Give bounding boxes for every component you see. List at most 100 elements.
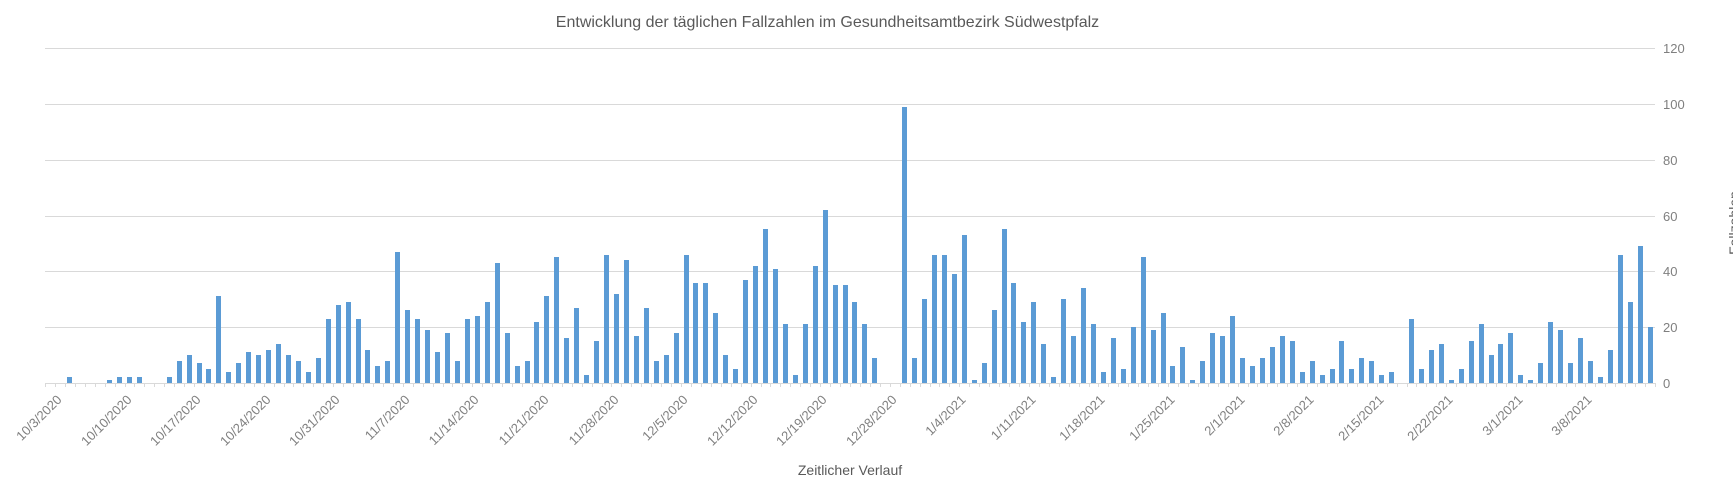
- bar: [1130, 327, 1136, 383]
- bar: [256, 355, 262, 383]
- bar: [1259, 357, 1265, 383]
- x-tick-mark: [1078, 383, 1080, 387]
- x-tick-mark: [661, 383, 663, 387]
- bar: [266, 349, 272, 383]
- x-tick-label: 11/7/2020: [361, 392, 413, 443]
- x-tick-mark: [1317, 383, 1319, 387]
- x-tick-mark: [303, 383, 305, 387]
- bar: [1508, 332, 1514, 383]
- x-tick-mark: [94, 383, 96, 387]
- x-tick-label: 2/1/2021: [1200, 392, 1248, 439]
- x-tick-label: 12/5/2020: [639, 392, 691, 444]
- x-tick-mark: [512, 383, 514, 387]
- bar: [1170, 366, 1176, 383]
- bar: [136, 377, 142, 383]
- x-tick-mark: [899, 383, 901, 387]
- x-tick-mark: [1118, 383, 1120, 387]
- bar: [941, 254, 947, 383]
- x-tick-mark: [1366, 383, 1368, 387]
- x-tick-mark: [1545, 383, 1547, 387]
- x-tick-mark: [1386, 383, 1388, 387]
- bar: [1329, 369, 1335, 383]
- bar: [1309, 360, 1315, 383]
- x-tick-mark: [621, 383, 623, 387]
- bar: [445, 332, 450, 383]
- x-tick-label: 1/11/2021: [987, 392, 1039, 443]
- bar: [246, 352, 252, 383]
- x-tick-mark: [174, 383, 176, 387]
- bar: [643, 307, 649, 383]
- x-tick-mark: [1307, 383, 1309, 387]
- bar: [623, 260, 629, 383]
- x-tick-label: 10/24/2020: [216, 392, 274, 449]
- bar: [514, 366, 520, 383]
- x-tick-mark: [859, 383, 861, 387]
- x-tick-mark: [1446, 383, 1448, 387]
- x-tick-mark: [1287, 383, 1289, 387]
- x-tick-mark: [1555, 383, 1557, 387]
- x-tick-label: 10/3/2020: [13, 392, 65, 444]
- x-tick-mark: [810, 383, 812, 387]
- x-tick-mark: [1098, 383, 1100, 387]
- x-tick-mark: [84, 383, 86, 387]
- x-tick-mark: [1615, 383, 1617, 387]
- x-tick-mark: [1346, 383, 1348, 387]
- x-tick-label: 1/25/2021: [1126, 392, 1178, 444]
- x-tick-mark: [671, 383, 673, 387]
- x-tick-mark: [432, 383, 434, 387]
- x-tick-mark: [1217, 383, 1219, 387]
- bar: [1597, 377, 1603, 383]
- x-tick-mark: [1148, 383, 1150, 387]
- bar: [176, 360, 182, 383]
- x-tick-mark: [959, 383, 961, 387]
- x-tick-mark: [631, 383, 633, 387]
- bar: [703, 282, 709, 383]
- x-tick-mark: [422, 383, 424, 387]
- y-tick-label: 120: [1663, 41, 1685, 56]
- x-tick-mark: [1635, 383, 1637, 387]
- x-tick-mark: [1247, 383, 1249, 387]
- bar: [186, 355, 192, 383]
- x-tick-mark: [949, 383, 951, 387]
- x-tick-label: 1/18/2021: [1056, 392, 1109, 444]
- x-tick-mark: [790, 383, 792, 387]
- bar: [951, 274, 957, 383]
- x-tick-mark: [472, 383, 474, 387]
- x-tick-mark: [1108, 383, 1110, 387]
- x-tick-mark: [293, 383, 295, 387]
- bar: [474, 316, 480, 383]
- x-tick-mark: [979, 383, 981, 387]
- x-tick-mark: [313, 383, 315, 387]
- x-tick-mark: [213, 383, 215, 387]
- x-tick-mark: [601, 383, 603, 387]
- bar: [633, 335, 639, 383]
- bar: [1627, 302, 1633, 383]
- bar: [1359, 357, 1365, 383]
- x-tick-mark: [1158, 383, 1160, 387]
- y-tick-label: 80: [1663, 152, 1678, 168]
- y-tick-label: 40: [1663, 264, 1678, 280]
- bar: [335, 304, 341, 383]
- bar: [464, 318, 470, 383]
- x-tick-mark: [1177, 383, 1179, 387]
- x-tick-mark: [333, 383, 335, 387]
- x-tick-mark: [363, 383, 365, 387]
- bar: [1319, 374, 1325, 383]
- y-tick-label: 20: [1663, 320, 1678, 336]
- x-tick-mark: [1168, 383, 1170, 387]
- x-tick-label: 3/1/2021: [1479, 392, 1526, 439]
- gridline: [45, 103, 1655, 105]
- bar: [285, 355, 291, 383]
- x-tick-mark: [840, 383, 842, 387]
- x-tick-mark: [869, 383, 871, 387]
- bar: [753, 265, 759, 383]
- bar: [295, 360, 301, 383]
- x-tick-mark: [452, 383, 454, 387]
- y-axis-title: Fallzahlen: [1725, 191, 1733, 255]
- bar: [1230, 316, 1236, 383]
- x-tick-mark: [45, 383, 46, 387]
- x-tick-mark: [502, 383, 504, 387]
- bar: [1607, 349, 1613, 383]
- bar: [1558, 329, 1564, 383]
